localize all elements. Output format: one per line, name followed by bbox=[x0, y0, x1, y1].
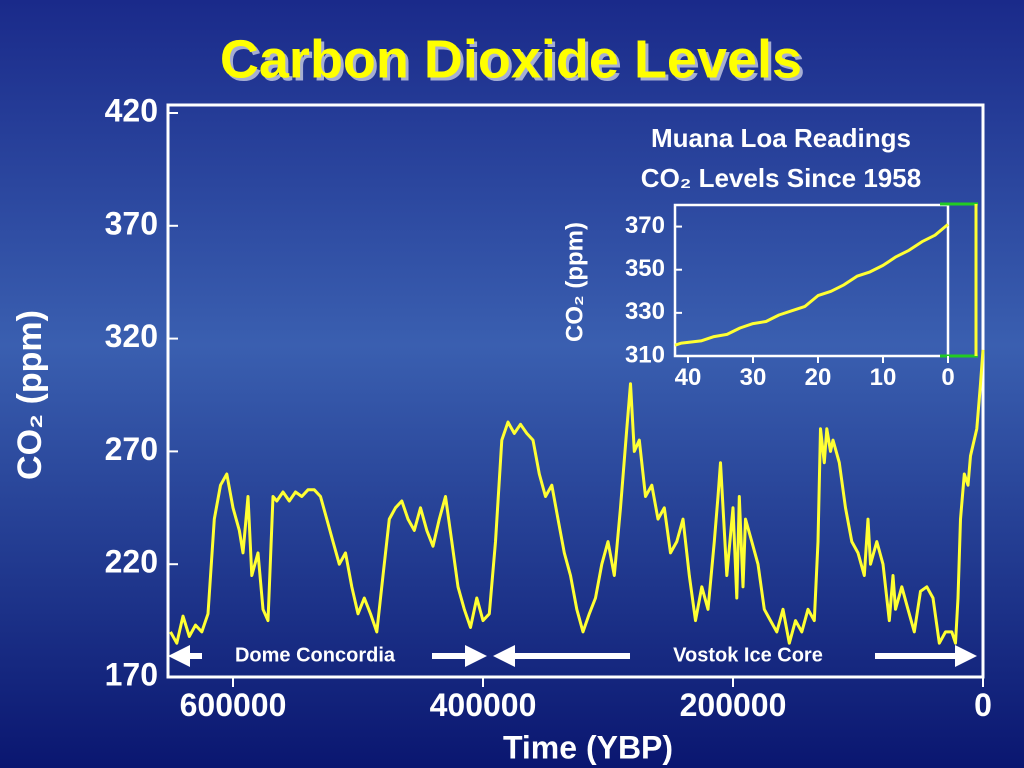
inset-title: CO₂ Levels Since 1958 bbox=[641, 163, 921, 193]
x-tick-label: 10 bbox=[870, 364, 897, 391]
x-tick-label: 40 bbox=[675, 364, 702, 391]
y-tick-label: 370 bbox=[625, 212, 665, 239]
x-axis-label: Time (YBP) bbox=[503, 729, 673, 765]
y-tick-label: 170 bbox=[105, 656, 158, 692]
arrows bbox=[168, 645, 977, 667]
x-tick-label: 20 bbox=[805, 364, 832, 391]
y-tick-label: 350 bbox=[625, 255, 665, 282]
inset-connector bbox=[940, 202, 978, 358]
plot-frame bbox=[166, 103, 985, 679]
y-tick-label: 270 bbox=[105, 431, 158, 467]
y-tick-label: 420 bbox=[105, 92, 158, 128]
x-tick-label: 600000 bbox=[180, 687, 287, 723]
y-tick-label: 330 bbox=[625, 298, 665, 325]
y-tick-label: 370 bbox=[105, 205, 158, 241]
x-tick-label: 400000 bbox=[430, 687, 537, 723]
x-tick-label: 200000 bbox=[680, 687, 787, 723]
x-tick-label: 0 bbox=[941, 364, 954, 391]
y-tick-label: 320 bbox=[105, 318, 158, 354]
chart-title: Carbon Dioxide Levels bbox=[220, 29, 802, 89]
title-shadow: Carbon Dioxide Levels bbox=[223, 32, 805, 92]
inset-title: Muana Loa Readings bbox=[651, 123, 911, 153]
y-tick-label: 310 bbox=[625, 341, 665, 368]
x-tick-label: 0 bbox=[974, 687, 992, 723]
inset-frame bbox=[673, 203, 950, 358]
data-line bbox=[674, 223, 949, 347]
x-tick-label: 30 bbox=[740, 364, 767, 391]
inset-y-label: CO₂ (ppm) bbox=[561, 222, 588, 342]
y-tick-label: 220 bbox=[105, 544, 158, 580]
y-axis-label: CO₂ (ppm) bbox=[11, 310, 49, 480]
annotation: Dome Concordia bbox=[235, 644, 396, 666]
annotation: Vostok Ice Core bbox=[673, 644, 823, 666]
data-line bbox=[169, 349, 985, 645]
